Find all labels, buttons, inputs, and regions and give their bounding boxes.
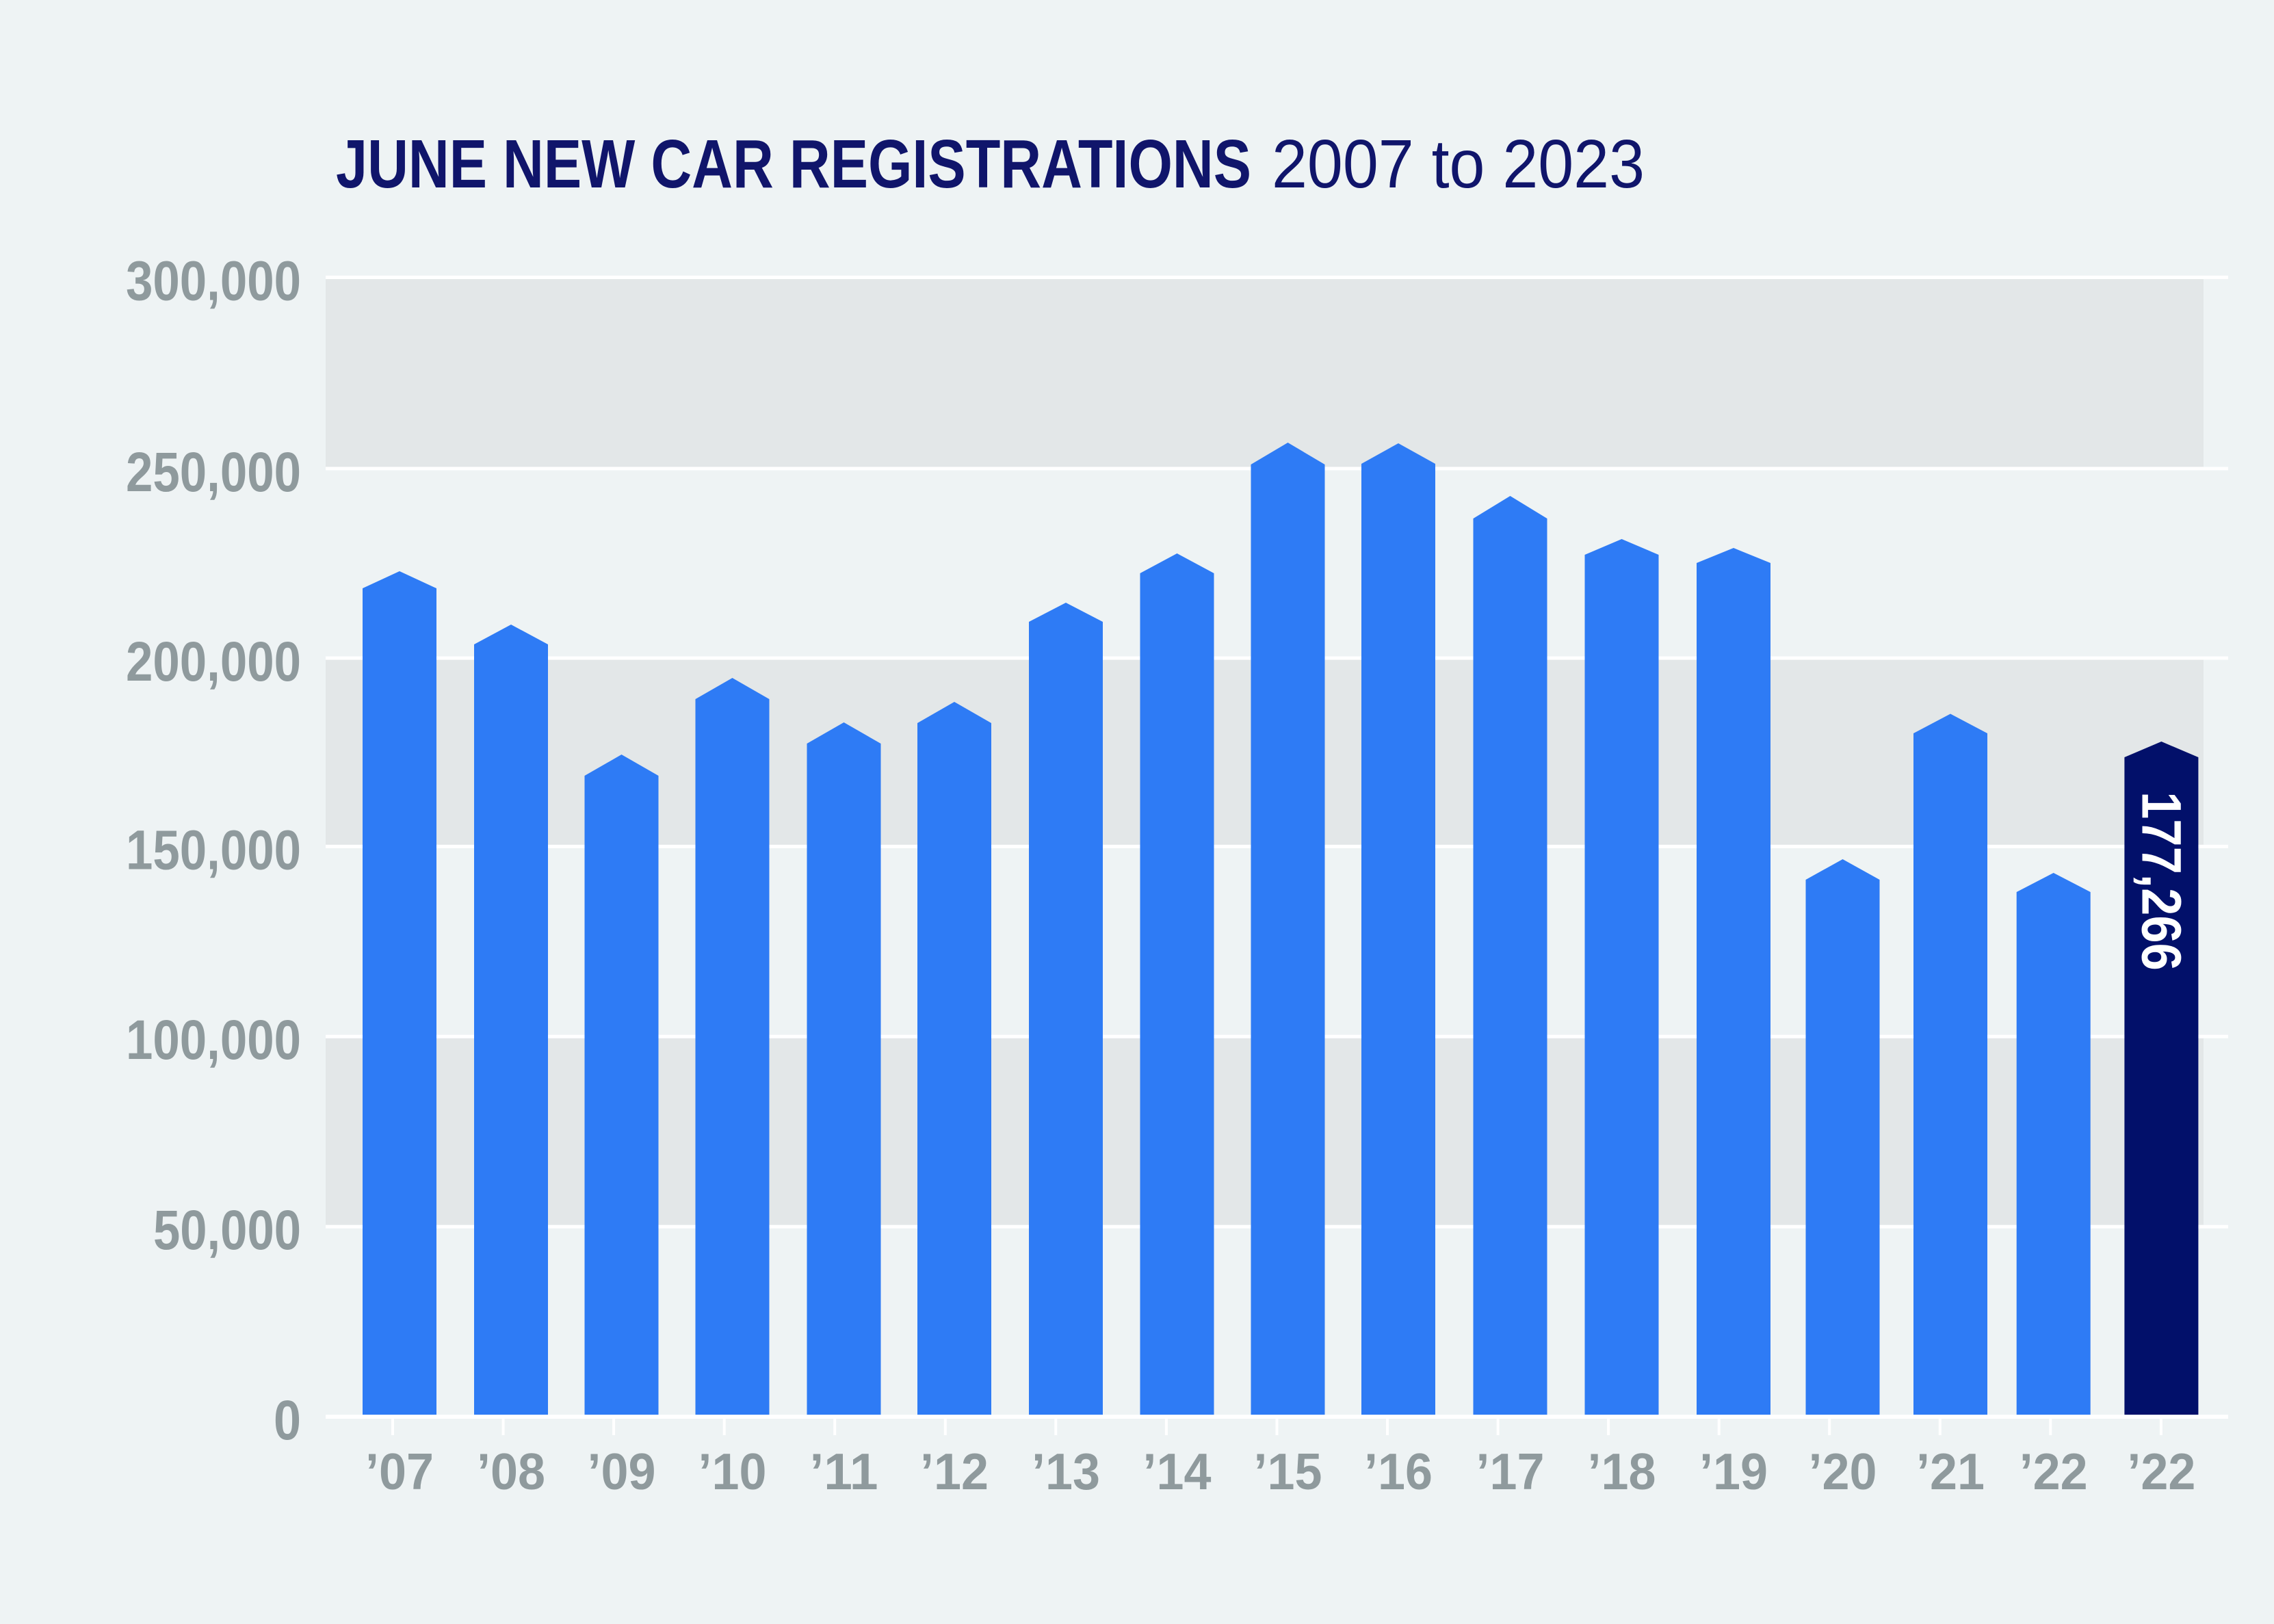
svg-text:’22: ’22	[2020, 1443, 2088, 1500]
svg-text:’12: ’12	[920, 1443, 989, 1500]
svg-text:’08: ’08	[477, 1443, 545, 1500]
svg-text:50,000: 50,000	[153, 1199, 301, 1261]
svg-text:’16: ’16	[1364, 1443, 1433, 1500]
svg-text:’07: ’07	[365, 1443, 434, 1500]
svg-text:’22: ’22	[2127, 1443, 2195, 1500]
svg-text:’17: ’17	[1476, 1443, 1545, 1500]
svg-text:’09: ’09	[588, 1443, 656, 1500]
svg-text:’18: ’18	[1588, 1443, 1656, 1500]
svg-text:200,000: 200,000	[126, 631, 301, 693]
svg-text:’15: ’15	[1254, 1443, 1322, 1500]
svg-text:’21: ’21	[1916, 1443, 1985, 1500]
svg-text:’10: ’10	[698, 1443, 767, 1500]
svg-text:100,000: 100,000	[126, 1009, 301, 1071]
svg-text:’14: ’14	[1143, 1443, 1212, 1500]
svg-text:2007 to 2023: 2007 to 2023	[1272, 126, 1645, 202]
svg-text:’13: ’13	[1032, 1443, 1100, 1500]
svg-text:’20: ’20	[1809, 1443, 1877, 1500]
svg-text:0: 0	[274, 1389, 301, 1452]
svg-text:177,266: 177,266	[2130, 791, 2193, 971]
svg-text:150,000: 150,000	[126, 819, 301, 881]
svg-text:250,000: 250,000	[126, 441, 301, 503]
svg-text:’11: ’11	[810, 1443, 878, 1500]
svg-text:JUNE NEW CAR REGISTRATIONS: JUNE NEW CAR REGISTRATIONS	[336, 126, 1251, 202]
svg-text:300,000: 300,000	[126, 250, 301, 312]
svg-text:’19: ’19	[1699, 1443, 1768, 1500]
